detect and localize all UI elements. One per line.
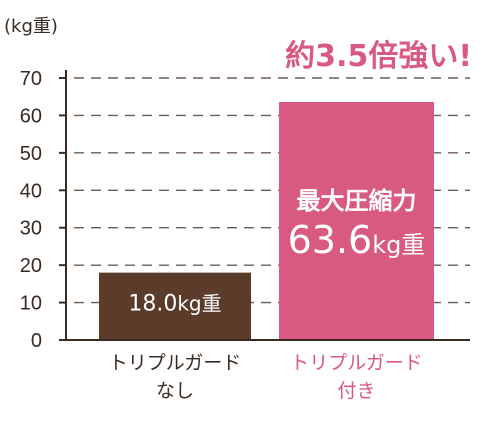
bar-2	[279, 101, 434, 340]
bar-value-label: 63.6kg重	[288, 218, 426, 262]
x-category-label: 付き	[337, 380, 375, 402]
bar-caption: 最大圧縮力	[297, 187, 417, 215]
headline-callout: 約3.5倍強い!	[285, 39, 472, 74]
y-tick-label: 10	[20, 293, 42, 315]
y-tick-label: 20	[20, 255, 42, 277]
bars: 18.0kg重 最大圧縮力 63.6kg重	[99, 101, 434, 340]
y-axis-unit-label: (kg重)	[4, 16, 58, 37]
y-tick-label: 40	[20, 180, 42, 202]
y-tick-label: 0	[31, 330, 42, 352]
x-category-label: なし	[156, 380, 194, 402]
x-category-label: トリプルガード	[109, 352, 241, 374]
y-tick-label: 30	[20, 218, 42, 240]
y-tick-label: 70	[20, 68, 42, 90]
bar-1	[99, 272, 251, 340]
x-category-label: トリプルガード	[290, 352, 422, 374]
bar-value-label: 18.0kg重	[128, 292, 221, 317]
y-tick-label: 60	[20, 105, 42, 127]
y-tick-labels: 0 10 20 30 40 50 60 70	[20, 68, 66, 352]
y-tick-label: 50	[20, 143, 42, 165]
